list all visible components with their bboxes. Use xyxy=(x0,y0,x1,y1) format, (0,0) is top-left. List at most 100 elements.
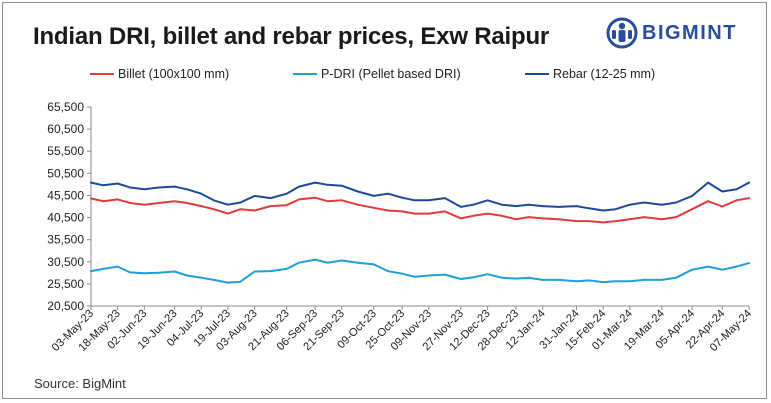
billet-point xyxy=(227,212,229,215)
billet-point xyxy=(691,208,693,211)
billet-point xyxy=(614,220,617,223)
pdri-point xyxy=(173,270,176,273)
rebar-point xyxy=(227,203,229,206)
billet-point xyxy=(748,197,750,200)
billet-point xyxy=(314,196,316,199)
billet-point xyxy=(269,205,272,208)
chart-title: Indian DRI, billet and rebar prices, Exw… xyxy=(33,23,550,50)
rebar-point xyxy=(721,190,724,193)
pdri-point xyxy=(314,258,316,261)
pdri-point xyxy=(527,276,530,279)
billet-point xyxy=(239,208,242,211)
rebar-point xyxy=(486,199,489,202)
pdri-point xyxy=(735,265,738,268)
billet-point xyxy=(735,199,738,202)
rebar-point xyxy=(515,205,517,208)
y-tick-label: 65,500 xyxy=(47,100,84,114)
rebar-point xyxy=(557,206,560,208)
legend-item-rebar: Rebar (12-25 mm) xyxy=(525,67,655,81)
pdri-point xyxy=(253,270,256,273)
rebar-point xyxy=(707,181,709,184)
billet-point xyxy=(527,216,530,219)
rebar-point xyxy=(428,199,430,202)
billet-point xyxy=(285,204,288,207)
pdri-point xyxy=(401,272,404,275)
billet-point xyxy=(129,202,131,204)
billet-point xyxy=(643,216,645,219)
pdri-point xyxy=(541,279,544,281)
pdri-line xyxy=(90,258,750,284)
billet-point xyxy=(541,217,544,220)
billet-point xyxy=(707,200,709,203)
billet-point xyxy=(721,205,724,208)
rebar-point xyxy=(90,181,92,184)
rebar-point xyxy=(356,190,359,193)
y-tick-label: 40,500 xyxy=(47,211,84,225)
rebar-point xyxy=(212,199,215,202)
billet-point xyxy=(173,200,176,203)
legend-swatch-rebar xyxy=(525,72,549,75)
rebar-point xyxy=(285,192,288,195)
billet-point xyxy=(444,210,446,213)
pdri-point xyxy=(143,272,146,275)
rebar-line xyxy=(90,181,750,212)
rebar-point xyxy=(387,192,389,195)
pdri-point xyxy=(460,278,462,280)
legend-label-billet: Billet (100x100 mm) xyxy=(118,67,230,81)
logo-text: BIGMINT xyxy=(642,22,737,44)
billet-point xyxy=(116,198,119,201)
rebar-point xyxy=(116,182,119,185)
rebar-point xyxy=(200,192,203,195)
billet-point xyxy=(413,212,416,215)
rebar-point xyxy=(675,201,677,204)
billet-point xyxy=(212,208,215,211)
pdri-point xyxy=(356,261,359,264)
pdri-point xyxy=(227,281,229,284)
y-tick-label: 55,500 xyxy=(47,144,84,158)
pdri-point xyxy=(444,273,446,276)
pdri-point xyxy=(588,279,590,282)
pdri-point xyxy=(500,276,503,279)
pdri-point xyxy=(269,270,272,272)
pdri-point xyxy=(748,262,750,264)
billet-point xyxy=(588,220,590,223)
rebar-point xyxy=(602,209,605,212)
rebar-point xyxy=(413,199,416,202)
billet-point xyxy=(372,206,375,209)
pdri-point xyxy=(614,280,617,283)
legend-label-rebar: Rebar (12-25 mm) xyxy=(553,67,656,81)
pdri-point xyxy=(486,273,489,276)
billet-point xyxy=(326,200,329,203)
billet-point xyxy=(602,221,605,224)
pdri-point xyxy=(387,270,389,272)
billet-point xyxy=(186,202,188,204)
billet-point xyxy=(387,209,389,212)
billet-point xyxy=(298,198,300,201)
billet-point xyxy=(472,214,475,217)
rebar-point xyxy=(691,195,693,197)
billet-point xyxy=(575,220,578,223)
y-tick-label: 60,500 xyxy=(47,122,84,136)
pdri-point xyxy=(643,279,645,281)
rebar-point xyxy=(298,185,300,188)
rebar-point xyxy=(157,186,160,189)
pdri-point xyxy=(298,261,300,264)
chart-frame: Indian DRI, billet and rebar prices, Exw… xyxy=(2,2,767,399)
billet-point xyxy=(401,210,404,213)
pdri-point xyxy=(129,271,131,274)
rebar-point xyxy=(460,206,462,208)
y-tick-label: 45,500 xyxy=(47,188,84,202)
billet-point xyxy=(515,218,517,221)
legend-label-pdri: P-DRI (Pellet based DRI) xyxy=(321,67,461,81)
pdri-point xyxy=(413,275,416,278)
pdri-point xyxy=(575,280,578,283)
legend-swatch-billet xyxy=(90,72,114,75)
pdri-point xyxy=(157,271,160,274)
rebar-point xyxy=(173,185,176,188)
pdri-point xyxy=(285,268,288,270)
pdri-point xyxy=(428,274,430,277)
rebar-point xyxy=(661,203,663,206)
source-note: Source: BigMint xyxy=(34,376,126,391)
billet-point xyxy=(253,209,256,212)
rebar-point xyxy=(129,186,131,189)
